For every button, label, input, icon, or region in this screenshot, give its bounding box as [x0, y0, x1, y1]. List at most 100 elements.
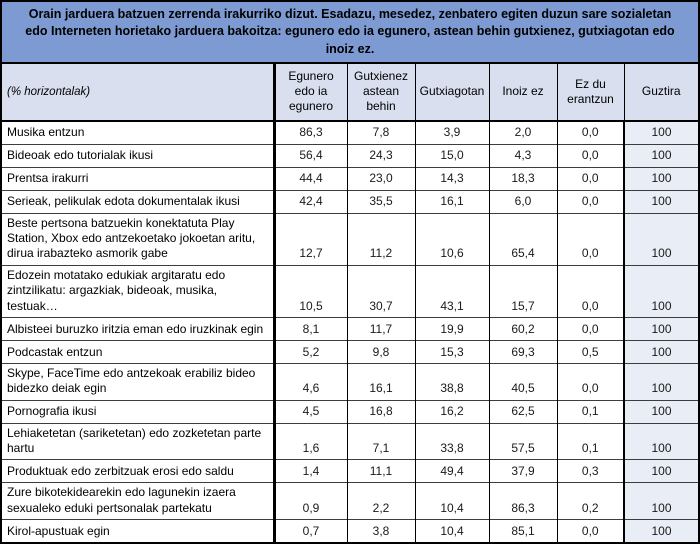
value-cell: 0,5: [556, 340, 624, 364]
value-cell: 9,8: [346, 340, 415, 364]
value-cell: 6,0: [488, 190, 557, 214]
table-row: Podcastak entzun 5,2 9,8 15,3 69,3 0,5 100: [2, 340, 698, 364]
total-value-cell: 100: [623, 519, 698, 542]
row-label: Lehiaketetan (sariketetan) edo zozketeta…: [7, 425, 262, 455]
table-row: Pornografia ikusi 4,5 16,8 16,2 62,5 0,1 100: [2, 400, 698, 424]
total-value-cell: 100: [623, 482, 698, 520]
value-cell: 3,8: [346, 519, 415, 542]
total-value-cell: 100: [623, 265, 698, 318]
value-cell: 16,1: [414, 190, 489, 214]
value-cell: 10,6: [414, 213, 489, 266]
value-cell: 43,1: [414, 265, 489, 318]
table-row: Serieak, pelikulak edota dokumentalak ik…: [2, 190, 698, 214]
value-cell: 4,3: [488, 144, 557, 168]
row-label: Beste pertsona batzuekin konektatuta Pla…: [7, 215, 256, 261]
value-cell: 15,3: [414, 340, 489, 364]
column-header: Egunero edo ia egunero: [272, 63, 347, 122]
value-cell: 10,4: [414, 519, 489, 542]
table-row: Musika entzun 86,3 7,8 3,9 2,0 0,0 100: [2, 120, 698, 145]
corner-label: (% horizontalak): [2, 63, 274, 122]
value-cell: 85,1: [488, 519, 557, 542]
value-cell: 0,1: [556, 423, 624, 460]
total-value-cell: 100: [623, 317, 698, 341]
value-cell: 0,0: [556, 120, 624, 145]
value-cell: 0,0: [556, 363, 624, 401]
value-cell: 49,4: [414, 459, 489, 483]
column-header: Gutxienez astean behin: [346, 63, 415, 122]
table-row: Skype, FaceTime edo antzekoak erabiliz b…: [2, 363, 698, 401]
value-cell: 10,4: [414, 482, 489, 520]
table-row: Lehiaketetan (sariketetan) edo zozketeta…: [2, 423, 698, 460]
total-value-cell: 100: [623, 400, 698, 424]
row-label: Serieak, pelikulak edota dokumentalak ik…: [7, 194, 240, 209]
value-cell: 0,7: [272, 519, 347, 542]
row-label: Musika entzun: [7, 125, 85, 140]
value-cell: 40,5: [488, 363, 557, 401]
value-cell: 16,2: [414, 400, 489, 424]
value-cell: 5,2: [272, 340, 347, 364]
value-cell: 0,0: [556, 190, 624, 214]
value-cell: 1,4: [272, 459, 347, 483]
table-title: Orain jarduera batzuen zerrenda irakurri…: [2, 2, 698, 64]
value-cell: 65,4: [488, 213, 557, 266]
value-cell: 2,2: [346, 482, 415, 520]
row-label: Kirol-apustuak egin: [7, 523, 110, 538]
row-label: Podcastak entzun: [7, 344, 103, 359]
value-cell: 33,8: [414, 423, 489, 460]
table-wrap: (% horizontalak) Egunero edo ia egunero G…: [2, 63, 698, 542]
value-cell: 18,3: [488, 167, 557, 191]
value-cell: 1,6: [272, 423, 347, 460]
table-row: Albisteei buruzko iritzia eman edo iruzk…: [2, 317, 698, 341]
value-cell: 42,4: [272, 190, 347, 214]
row-label: Pornografia ikusi: [7, 404, 97, 419]
total-value-cell: 100: [623, 190, 698, 214]
value-cell: 14,3: [414, 167, 489, 191]
row-label: Bideoak edo tutorialak ikusi: [7, 148, 154, 163]
value-cell: 7,1: [346, 423, 415, 460]
value-cell: 0,0: [556, 519, 624, 542]
value-cell: 11,7: [346, 317, 415, 341]
value-cell: 0,3: [556, 459, 624, 483]
value-cell: 19,9: [414, 317, 489, 341]
value-cell: 0,1: [556, 400, 624, 424]
value-cell: 11,1: [346, 459, 415, 483]
row-label: Zure bikotekidearekin edo lagunekin izae…: [7, 485, 236, 515]
column-header: Guztira: [623, 63, 698, 122]
value-cell: 86,3: [488, 482, 557, 520]
table-body: Musika entzun 86,3 7,8 3,9 2,0 0,0 100 Bideoak …: [2, 120, 698, 542]
total-value-cell: 100: [623, 213, 698, 266]
value-cell: 86,3: [272, 120, 347, 145]
value-cell: 4,5: [272, 400, 347, 424]
total-value-cell: 100: [623, 340, 698, 364]
total-value-cell: 100: [623, 167, 698, 191]
table-row: Kirol-apustuak egin 0,7 3,8 10,4 85,1 0,0 100: [2, 519, 698, 542]
table-row: Prentsa irakurri 44,4 23,0 14,3 18,3 0,0 100: [2, 167, 698, 191]
value-cell: 3,9: [414, 120, 489, 145]
value-cell: 0,0: [556, 167, 624, 191]
value-cell: 15,7: [488, 265, 557, 318]
value-cell: 0,0: [556, 317, 624, 341]
value-cell: 60,2: [488, 317, 557, 341]
value-cell: 10,5: [272, 265, 347, 318]
value-cell: 23,0: [346, 167, 415, 191]
value-cell: 4,6: [272, 363, 347, 401]
total-value-cell: 100: [623, 423, 698, 460]
value-cell: 0,9: [272, 482, 347, 520]
value-cell: 24,3: [346, 144, 415, 168]
value-cell: 12,7: [272, 213, 347, 266]
row-label: Edozein motatako edukiak argitaratu edo …: [7, 267, 226, 313]
value-cell: 0,0: [556, 213, 624, 266]
row-label: Skype, FaceTime edo antzekoak erabiliz b…: [7, 365, 256, 396]
value-cell: 44,4: [272, 167, 347, 191]
row-label: Prentsa irakurri: [7, 171, 89, 186]
data-table: (% horizontalak) Egunero edo ia egunero G…: [2, 63, 698, 542]
value-cell: 30,7: [346, 265, 415, 318]
value-cell: 7,8: [346, 120, 415, 145]
total-value-cell: 100: [623, 459, 698, 483]
column-header: Inoiz ez: [488, 63, 557, 122]
row-label: Produktuak edo zerbitzuak erosi edo sald…: [7, 463, 234, 478]
table-row: Zure bikotekidearekin edo lagunekin izae…: [2, 482, 698, 520]
value-cell: 8,1: [272, 317, 347, 341]
value-cell: 0,2: [556, 482, 624, 520]
